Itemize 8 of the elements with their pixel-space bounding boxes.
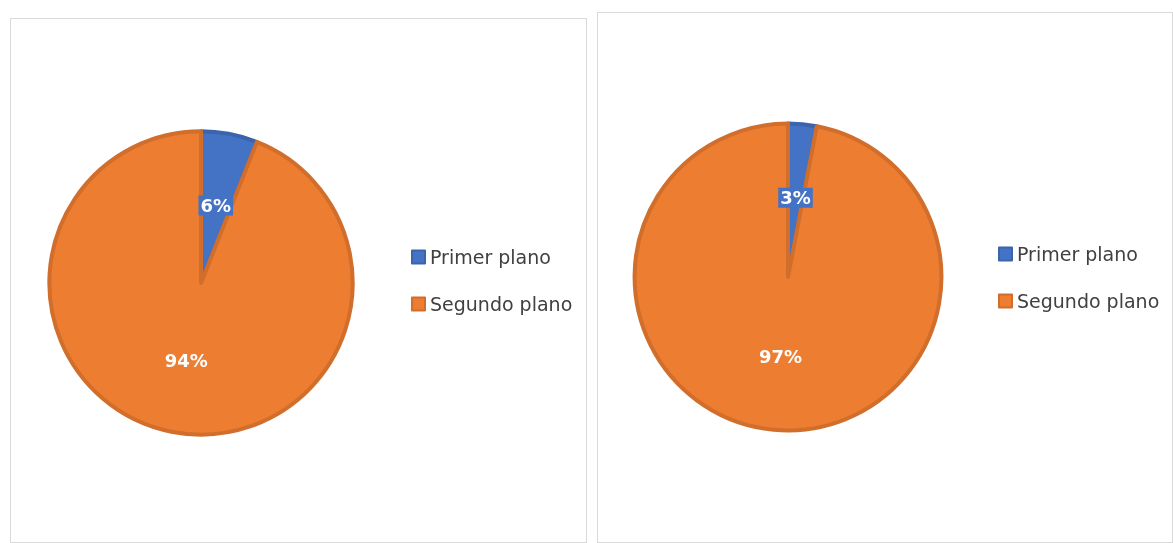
legend-label: Primer plano [430, 246, 551, 268]
data-label: 6% [200, 195, 232, 217]
legend-label: Segundo plano [1017, 290, 1160, 312]
legend-label: Primer plano [1017, 243, 1138, 265]
legend-label: Segundo plano [430, 293, 573, 315]
data-label: 3% [780, 187, 811, 209]
data-label: 94% [164, 349, 208, 371]
data-label: 97% [758, 345, 803, 367]
